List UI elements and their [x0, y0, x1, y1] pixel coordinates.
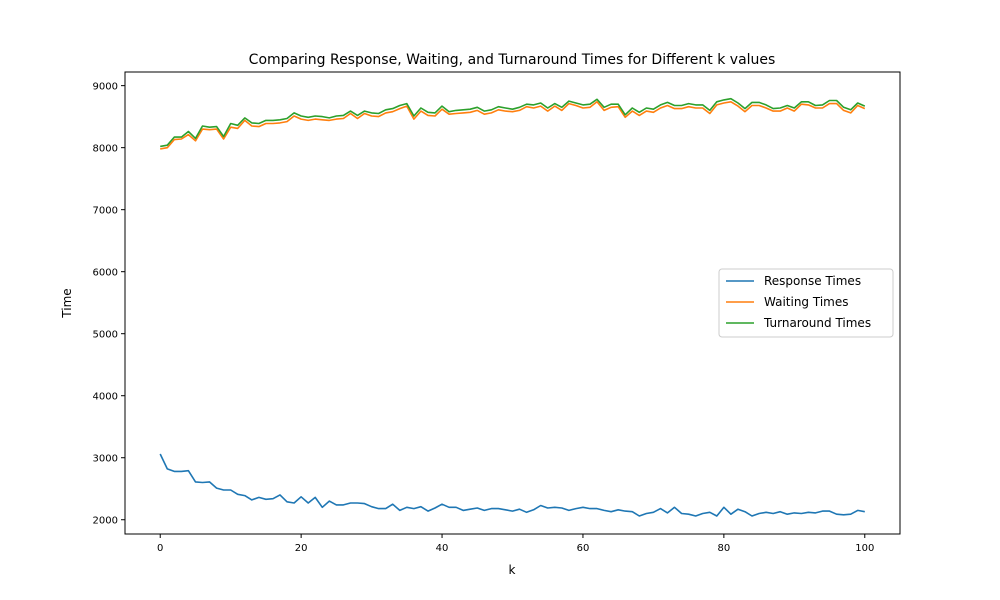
y-tick-label: 2000 — [93, 516, 118, 527]
legend-box — [718, 268, 894, 338]
x-axis-label: k — [509, 563, 516, 577]
x-axis: 0 20 40 60 80 100 — [157, 534, 874, 554]
series-line-turnaround-times — [160, 97, 866, 148]
legend-label-response-times: Response Times — [764, 274, 861, 288]
y-tick-label: 6000 — [93, 268, 118, 279]
y-tick-label: 9000 — [93, 82, 118, 93]
y-axis: 2000 3000 4000 5000 6000 7000 8000 9000 — [93, 82, 125, 527]
x-tick-label: 60 — [577, 543, 590, 554]
legend-label-waiting-times: Waiting Times — [764, 295, 848, 309]
y-tick-label: 3000 — [93, 454, 118, 465]
legend: Response Times Waiting Times Turnaround Ti… — [718, 268, 894, 338]
y-tick-label: 8000 — [93, 144, 118, 155]
y-tick-label: 4000 — [93, 392, 118, 403]
legend-label-turnaround-times: Turnaround Times — [763, 316, 871, 330]
y-tick-label: 7000 — [93, 206, 118, 217]
x-tick-label: 0 — [157, 543, 163, 554]
y-tick-label: 5000 — [93, 330, 118, 341]
series-line-response-times — [159, 453, 865, 517]
series-line-waiting-times — [160, 101, 866, 150]
x-tick-label: 80 — [717, 543, 730, 554]
y-axis-label: Time — [60, 288, 74, 318]
x-tick-label: 100 — [855, 543, 874, 554]
x-tick-label: 40 — [436, 543, 449, 554]
chart-title: Comparing Response, Waiting, and Turnaro… — [249, 52, 776, 68]
series-layer — [159, 97, 866, 517]
plot-area-frame — [124, 71, 901, 535]
x-tick-label: 20 — [295, 543, 308, 554]
